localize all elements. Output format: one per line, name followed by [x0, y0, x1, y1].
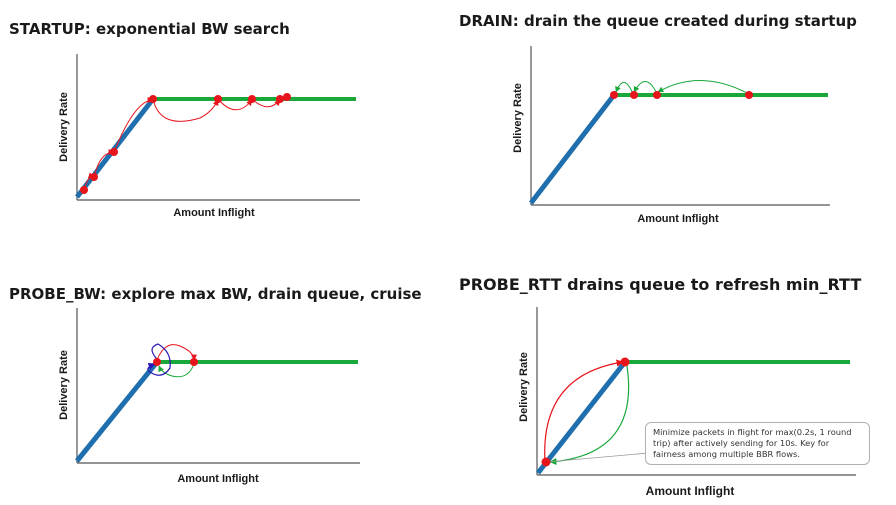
probe-bw-arc	[158, 363, 195, 378]
probe-bw-title: PROBE_BW: explore max BW, drain queue, c…	[9, 285, 422, 303]
startup-title: STARTUP: exponential BW search	[9, 20, 290, 38]
note-pointer	[546, 451, 661, 463]
drain-panel: Delivery Rate Amount Inflight	[512, 46, 830, 225]
startup-point	[276, 95, 284, 103]
probe-bw-arc	[147, 343, 171, 376]
startup-point	[110, 148, 118, 156]
probe-rtt-x-label: Amount Inflight	[646, 484, 735, 498]
drain-point	[630, 91, 638, 99]
probe-rtt-note: Minimize packets in flight for max(0.2s,…	[645, 422, 870, 465]
probe-rtt-y-label: Delivery Rate	[518, 352, 530, 422]
drain-x-label: Amount Inflight	[637, 213, 719, 225]
drain-title: DRAIN: drain the queue created during st…	[459, 12, 857, 30]
startup-point	[283, 93, 291, 101]
probe-bw-point	[153, 358, 161, 366]
probe-rtt-panel: Delivery Rate Amount Inflight	[518, 307, 856, 498]
drain-point	[610, 91, 618, 99]
probe-bw-point	[190, 358, 198, 366]
drain-point	[745, 91, 753, 99]
probe-rtt-point	[620, 357, 630, 367]
probe-bw-arc	[156, 344, 197, 361]
startup-point	[149, 95, 157, 103]
drain-arc	[633, 81, 658, 95]
probe-rtt-delivery-line	[536, 360, 627, 475]
probe-rtt-point	[541, 457, 551, 467]
probe-rtt-probe-arc	[544, 359, 624, 463]
startup-point	[90, 173, 98, 181]
startup-panel: Delivery Rate Amount Inflight	[58, 54, 360, 219]
probe-bw-panel: Delivery Rate Amount Inflight	[58, 308, 360, 485]
probe-bw-x-label: Amount Inflight	[177, 473, 259, 485]
probe-bw-y-label: Delivery Rate	[58, 350, 70, 420]
startup-y-label: Delivery Rate	[58, 92, 70, 162]
drain-arc	[615, 82, 634, 95]
drain-point	[653, 91, 661, 99]
startup-point	[214, 95, 222, 103]
startup-point	[248, 95, 256, 103]
probe-bw-delivery-line	[75, 360, 159, 463]
startup-arc	[217, 98, 253, 111]
probe-rtt-title: PROBE_RTT drains queue to refresh min_RT…	[459, 275, 862, 294]
startup-x-label: Amount Inflight	[173, 207, 255, 219]
drain-y-label: Delivery Rate	[512, 83, 524, 153]
drain-delivery-line	[529, 93, 616, 205]
drain-arc	[657, 80, 750, 95]
startup-delivery-line	[75, 97, 155, 199]
startup-arc	[152, 98, 219, 122]
probe-rtt-return-arc	[549, 365, 630, 466]
startup-point	[80, 186, 88, 194]
